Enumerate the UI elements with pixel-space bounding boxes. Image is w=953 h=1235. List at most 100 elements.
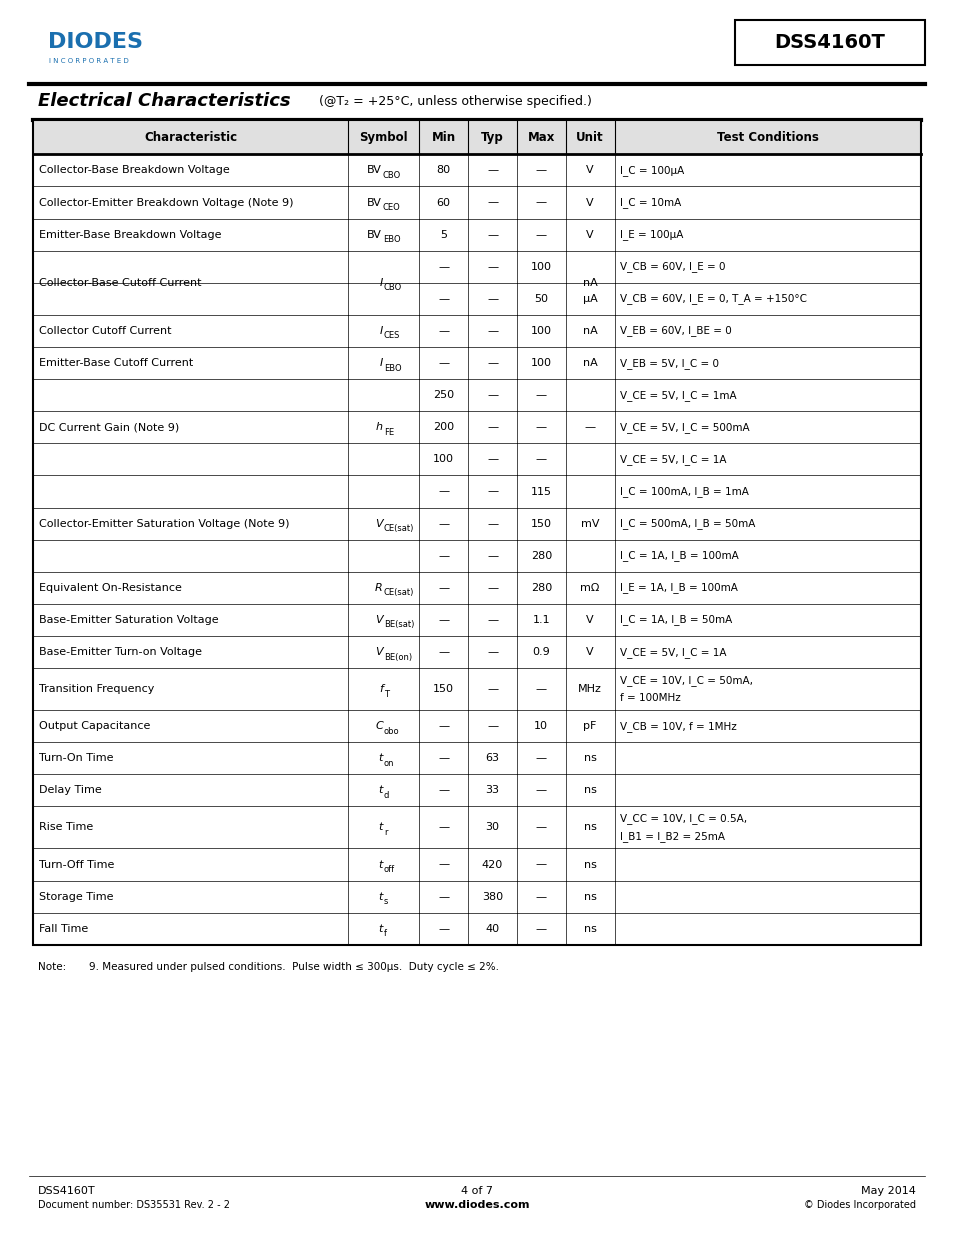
Text: V_CC = 10V, I_C = 0.5A,: V_CC = 10V, I_C = 0.5A,: [619, 814, 746, 824]
Text: Typ: Typ: [480, 131, 503, 143]
Text: 63: 63: [485, 753, 499, 763]
Text: —: —: [486, 721, 497, 731]
Text: Collector-Base Breakdown Voltage: Collector-Base Breakdown Voltage: [39, 165, 230, 175]
Text: Max: Max: [527, 131, 555, 143]
Text: —: —: [437, 892, 449, 902]
Text: mΩ: mΩ: [579, 583, 599, 593]
Text: Emitter-Base Breakdown Voltage: Emitter-Base Breakdown Voltage: [39, 230, 221, 240]
Text: EBO: EBO: [382, 235, 400, 245]
Text: © Diodes Incorporated: © Diodes Incorporated: [803, 1200, 915, 1210]
Text: V_EB = 60V, I_BE = 0: V_EB = 60V, I_BE = 0: [619, 326, 731, 336]
Text: nA: nA: [582, 358, 597, 368]
Text: T: T: [383, 689, 389, 699]
Text: BV: BV: [367, 230, 381, 240]
Text: Min: Min: [431, 131, 456, 143]
Text: 50: 50: [534, 294, 548, 304]
Text: I N C O R P O R A T E D: I N C O R P O R A T E D: [49, 58, 129, 63]
Text: 5: 5: [439, 230, 447, 240]
Text: —: —: [486, 422, 497, 432]
Text: V: V: [586, 198, 594, 207]
Text: 60: 60: [436, 198, 450, 207]
Text: 40: 40: [485, 924, 499, 934]
Text: I: I: [379, 326, 382, 336]
Text: 250: 250: [433, 390, 454, 400]
Text: V_CB = 60V, I_E = 0: V_CB = 60V, I_E = 0: [619, 262, 725, 272]
Text: V_CB = 60V, I_E = 0, T_A = +150°C: V_CB = 60V, I_E = 0, T_A = +150°C: [619, 294, 806, 304]
Text: I_C = 1A, I_B = 100mA: I_C = 1A, I_B = 100mA: [619, 551, 739, 561]
Text: V: V: [375, 615, 382, 625]
Text: Note:       9. Measured under pulsed conditions.  Pulse width ≤ 300μs.  Duty cyc: Note: 9. Measured under pulsed condition…: [38, 962, 498, 972]
Text: CBO: CBO: [383, 283, 402, 293]
Text: 100: 100: [530, 262, 551, 272]
Text: —: —: [536, 454, 546, 464]
Text: Emitter-Base Cutoff Current: Emitter-Base Cutoff Current: [39, 358, 193, 368]
Text: —: —: [437, 519, 449, 529]
Text: Collector-Base Cutoff Current: Collector-Base Cutoff Current: [39, 278, 201, 288]
Text: ns: ns: [583, 892, 596, 902]
Text: nA: nA: [582, 278, 597, 288]
Text: obo: obo: [383, 726, 399, 736]
Text: 80: 80: [436, 165, 451, 175]
Text: V_CE = 10V, I_C = 50mA,: V_CE = 10V, I_C = 50mA,: [619, 676, 753, 685]
Text: V_CE = 5V, I_C = 1mA: V_CE = 5V, I_C = 1mA: [619, 390, 736, 400]
Text: Turn-Off Time: Turn-Off Time: [39, 860, 114, 869]
Text: —: —: [437, 583, 449, 593]
Text: mV: mV: [580, 519, 598, 529]
Text: Turn-On Time: Turn-On Time: [39, 753, 113, 763]
Text: I_C = 10mA: I_C = 10mA: [619, 198, 680, 207]
Text: 200: 200: [433, 422, 454, 432]
Text: —: —: [437, 487, 449, 496]
Text: —: —: [486, 684, 497, 694]
Text: CE(sat): CE(sat): [383, 588, 414, 598]
Text: 100: 100: [433, 454, 454, 464]
Text: —: —: [486, 230, 497, 240]
Text: V: V: [375, 647, 382, 657]
Text: V: V: [586, 165, 594, 175]
Text: C: C: [375, 721, 382, 731]
Text: V_EB = 5V, I_C = 0: V_EB = 5V, I_C = 0: [619, 358, 719, 368]
Text: I_C = 100mA, I_B = 1mA: I_C = 100mA, I_B = 1mA: [619, 487, 748, 496]
Text: 150: 150: [433, 684, 454, 694]
Text: Output Capacitance: Output Capacitance: [39, 721, 151, 731]
Text: —: —: [536, 390, 546, 400]
Text: 100: 100: [530, 358, 551, 368]
Text: —: —: [437, 358, 449, 368]
Text: —: —: [486, 454, 497, 464]
Text: MHz: MHz: [578, 684, 601, 694]
Text: Collector Cutoff Current: Collector Cutoff Current: [39, 326, 172, 336]
Text: V: V: [586, 230, 594, 240]
Text: —: —: [437, 551, 449, 561]
Text: ns: ns: [583, 823, 596, 832]
Text: —: —: [486, 519, 497, 529]
Text: Collector-Emitter Breakdown Voltage (Note 9): Collector-Emitter Breakdown Voltage (Not…: [39, 198, 294, 207]
Text: DSS4160T: DSS4160T: [774, 33, 884, 52]
Text: t: t: [378, 823, 382, 832]
Text: d: d: [383, 790, 389, 800]
Text: t: t: [378, 785, 382, 795]
Text: CBO: CBO: [382, 170, 401, 180]
Text: —: —: [486, 165, 497, 175]
Text: 4 of 7: 4 of 7: [460, 1186, 493, 1195]
Text: DIODES: DIODES: [48, 32, 143, 52]
Text: —: —: [486, 198, 497, 207]
Text: I_C = 500mA, I_B = 50mA: I_C = 500mA, I_B = 50mA: [619, 519, 755, 529]
Text: —: —: [437, 785, 449, 795]
Text: CEO: CEO: [382, 203, 400, 212]
Text: ns: ns: [583, 860, 596, 869]
Text: 30: 30: [485, 823, 499, 832]
Text: —: —: [437, 647, 449, 657]
Text: μA: μA: [582, 294, 597, 304]
Text: f = 100MHz: f = 100MHz: [619, 693, 680, 703]
Text: —: —: [437, 326, 449, 336]
Text: f: f: [378, 684, 382, 694]
Text: —: —: [437, 615, 449, 625]
Text: I: I: [379, 358, 382, 368]
Text: —: —: [486, 615, 497, 625]
Text: DC Current Gain (Note 9): DC Current Gain (Note 9): [39, 422, 179, 432]
Text: 0.9: 0.9: [532, 647, 550, 657]
Text: f: f: [383, 929, 387, 939]
Text: V: V: [586, 615, 594, 625]
Text: —: —: [437, 721, 449, 731]
Text: —: —: [536, 892, 546, 902]
Text: EBO: EBO: [383, 363, 401, 373]
